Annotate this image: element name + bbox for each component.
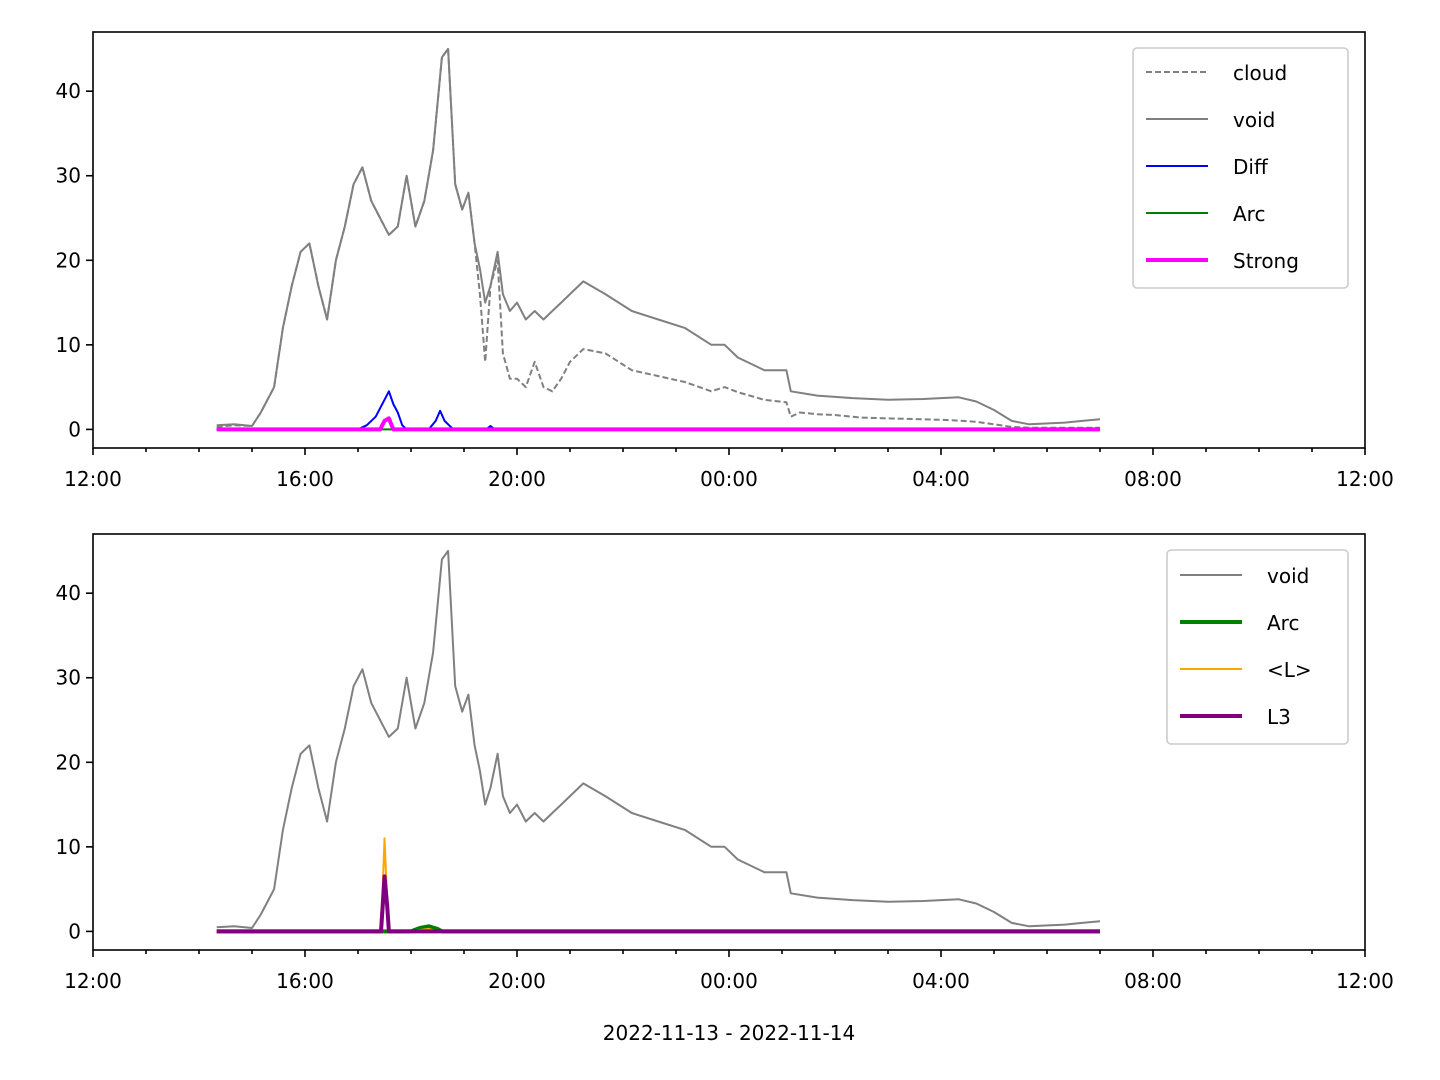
top-legend-label: Diff [1233, 155, 1269, 179]
top-y-tick-label: 20 [56, 248, 81, 272]
top-series-line-5 [216, 416, 1100, 432]
bottom-plot-area [216, 549, 1101, 934]
top-series-line-1 [216, 47, 1100, 429]
top-plot-area [216, 47, 1101, 432]
top-x-tick-label: 20:00 [488, 467, 546, 491]
bottom-x-tick-label: 20:00 [488, 969, 546, 993]
bottom-x-tick-label: 00:00 [700, 969, 758, 993]
bottom-x-tick-label: 12:00 [1336, 969, 1394, 993]
bottom-legend-label: Arc [1267, 611, 1299, 635]
top-x-tick-label: 04:00 [912, 467, 970, 491]
top-ticks: 12:00 16:00 20:00 00:00 04:00 08:00 12:00 0 10 20… [56, 79, 1394, 491]
bottom-x-axis-label: 2022-11-13 - 2022-11-14 [603, 1021, 855, 1045]
bottom-ticks: 12:00 16:00 20:00 00:00 04:00 08:00 12:00 0 10 20… [56, 581, 1394, 993]
top-legend-label: void [1233, 108, 1275, 132]
bottom-panel: 12:00 16:00 20:00 00:00 04:00 08:00 12:00 0 10 20… [56, 533, 1394, 1045]
bottom-x-tick-label: 12:00 [64, 969, 122, 993]
top-x-tick-label: 00:00 [700, 467, 758, 491]
bottom-legend-label: <L> [1267, 658, 1312, 682]
bottom-x-tick-label: 16:00 [276, 969, 334, 993]
bottom-series-line-1 [216, 549, 1101, 929]
top-x-tick-label: 12:00 [64, 467, 122, 491]
top-x-tick-label: 16:00 [276, 467, 334, 491]
bottom-y-tick-label: 0 [68, 919, 81, 943]
top-y-tick-label: 40 [56, 79, 81, 103]
bottom-x-tick-label: 04:00 [912, 969, 970, 993]
bottom-y-tick-label: 20 [56, 750, 81, 774]
bottom-legend-box [1166, 549, 1349, 745]
bottom-series-line-4 [216, 874, 1100, 934]
bottom-y-tick-label: 10 [56, 835, 81, 859]
top-legend: cloud void Diff Arc Strong [1132, 47, 1349, 289]
bottom-legend-label: void [1267, 564, 1309, 588]
top-y-tick-label: 0 [68, 417, 81, 441]
top-panel: 12:00 16:00 20:00 00:00 04:00 08:00 12:00 0 10 20… [56, 31, 1394, 491]
bottom-y-tick-label: 30 [56, 666, 81, 690]
top-legend-label: cloud [1233, 61, 1287, 85]
top-y-tick-label: 10 [56, 333, 81, 357]
top-legend-label: Strong [1233, 249, 1299, 273]
top-y-tick-label: 30 [56, 164, 81, 188]
top-x-tick-label: 08:00 [1124, 467, 1182, 491]
top-x-tick-label: 12:00 [1336, 467, 1394, 491]
top-series-line-2 [216, 47, 1101, 427]
bottom-y-tick-label: 40 [56, 581, 81, 605]
bottom-legend-label: L3 [1267, 705, 1291, 729]
bottom-x-tick-label: 08:00 [1124, 969, 1182, 993]
top-legend-label: Arc [1233, 202, 1265, 226]
top-legend-box [1132, 47, 1349, 289]
bottom-legend: void Arc <L> L3 [1166, 549, 1349, 745]
